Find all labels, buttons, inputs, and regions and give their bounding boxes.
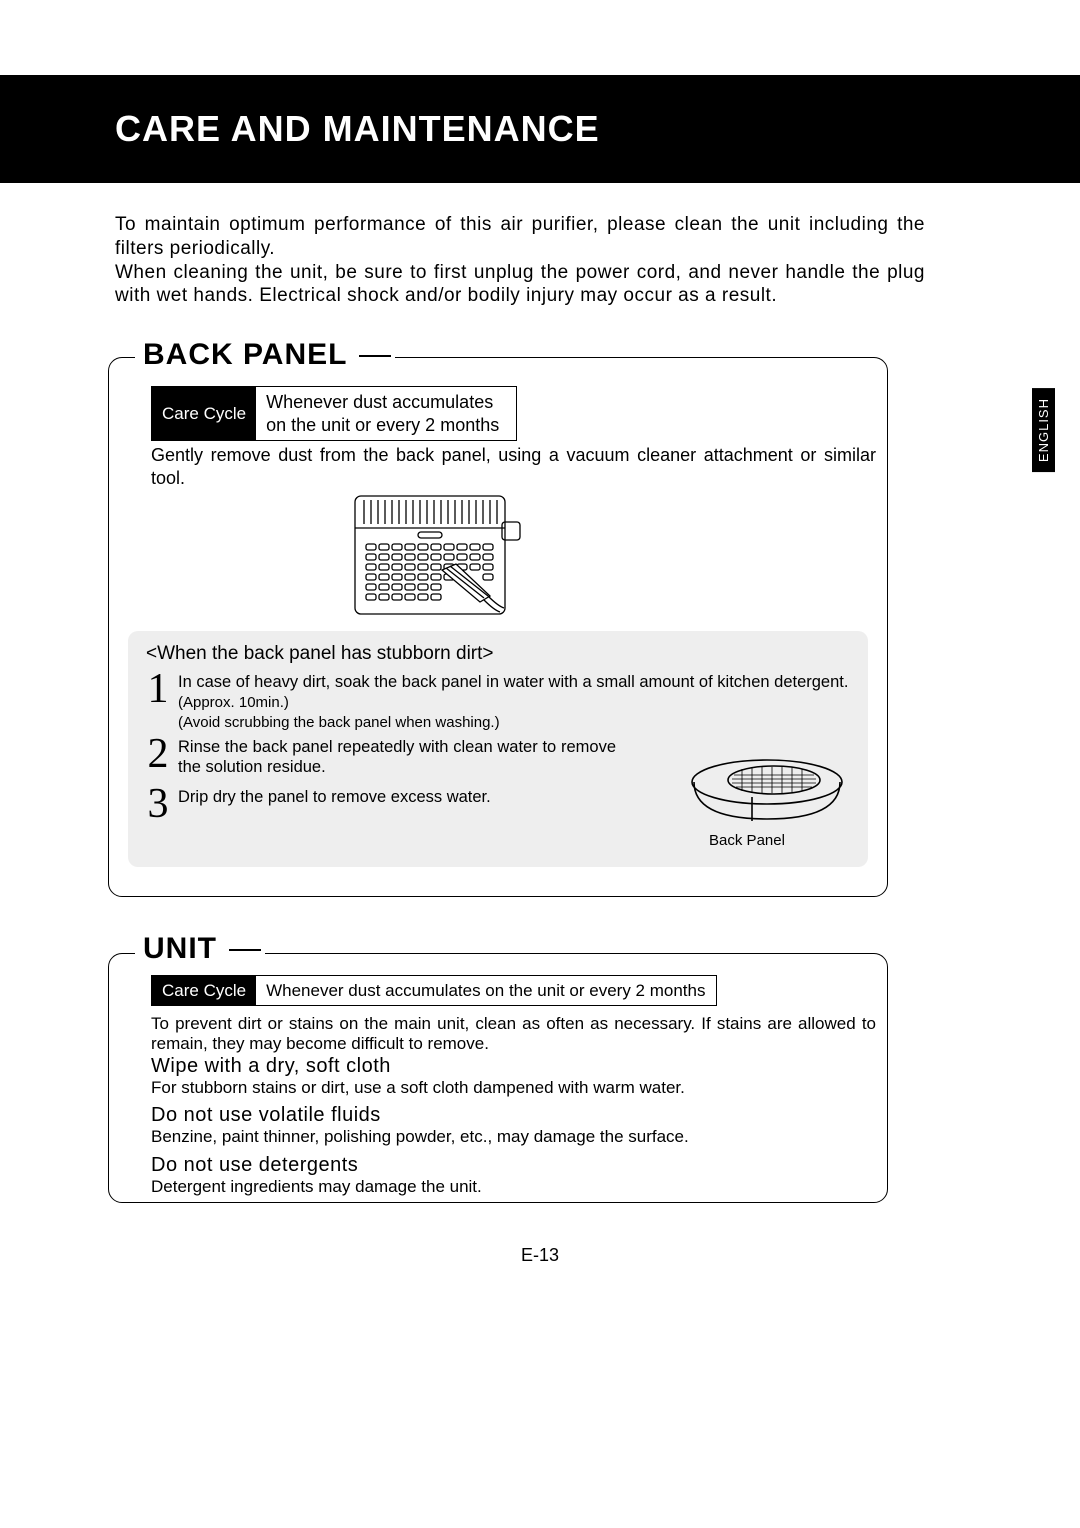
unit-sub3-text: Detergent ingredients may damage the uni… [151, 1177, 876, 1197]
language-tab: ENGLISH [1032, 388, 1055, 472]
unit-title: UNIT [135, 932, 265, 966]
basin-illustration: Back Panel [682, 757, 852, 849]
step-text: In case of heavy dirt, soak the back pan… [178, 671, 848, 732]
unit-sub2-text: Benzine, paint thinner, polishing powder… [151, 1127, 876, 1147]
unit-sub3-title: Do not use detergents [151, 1154, 876, 1177]
back-panel-care-cycle: Care Cycle Whenever dust accumulates on … [151, 386, 517, 441]
step-number: 1 [146, 671, 170, 732]
back-panel-title: BACK PANEL [135, 338, 395, 372]
back-panel-illustration [340, 492, 530, 616]
intro-line1: To maintain optimum performance of this … [115, 213, 925, 261]
intro-paragraph: To maintain optimum performance of this … [115, 213, 925, 308]
stubborn-title: <When the back panel has stubborn dirt> [146, 643, 850, 665]
intro-line2: When cleaning the unit, be sure to first… [115, 261, 925, 309]
step-row-1: 1 In case of heavy dirt, soak the back p… [146, 671, 850, 732]
page-title: CARE AND MAINTENANCE [0, 75, 1080, 183]
stubborn-dirt-box: <When the back panel has stubborn dirt> … [128, 631, 868, 867]
unit-subsections: Wipe with a dry, soft cloth For stubborn… [151, 1055, 876, 1197]
care-cycle-text: Whenever dust accumulates on the unit or… [256, 387, 516, 440]
step-number: 3 [146, 786, 170, 824]
care-cycle-text: Whenever dust accumulates on the unit or… [256, 976, 715, 1005]
unit-care-cycle: Care Cycle Whenever dust accumulates on … [151, 975, 717, 1006]
page-header: CARE AND MAINTENANCE [0, 75, 1080, 183]
care-cycle-label: Care Cycle [152, 387, 256, 440]
step1-sub2: (Avoid scrubbing the back panel when was… [178, 714, 500, 731]
unit-sub2-title: Do not use volatile fluids [151, 1104, 876, 1127]
step-number: 2 [146, 736, 170, 778]
step1-main: In case of heavy dirt, soak the back pan… [178, 673, 848, 691]
unit-sub1-title: Wipe with a dry, soft cloth [151, 1055, 876, 1078]
care-cycle-label: Care Cycle [152, 976, 256, 1005]
step-text: Drip dry the panel to remove excess wate… [178, 786, 491, 824]
unit-paragraph: To prevent dirt or stains on the main un… [151, 1014, 876, 1055]
unit-sub1-text: For stubborn stains or dirt, use a soft … [151, 1078, 876, 1098]
page-number: E-13 [521, 1245, 559, 1266]
step-text: Rinse the back panel repeatedly with cle… [178, 736, 616, 778]
step1-sub1: (Approx. 10min.) [178, 694, 289, 711]
back-panel-instruction: Gently remove dust from the back panel, … [151, 444, 876, 489]
step-row-2: 2 Rinse the back panel repeatedly with c… [146, 736, 616, 778]
